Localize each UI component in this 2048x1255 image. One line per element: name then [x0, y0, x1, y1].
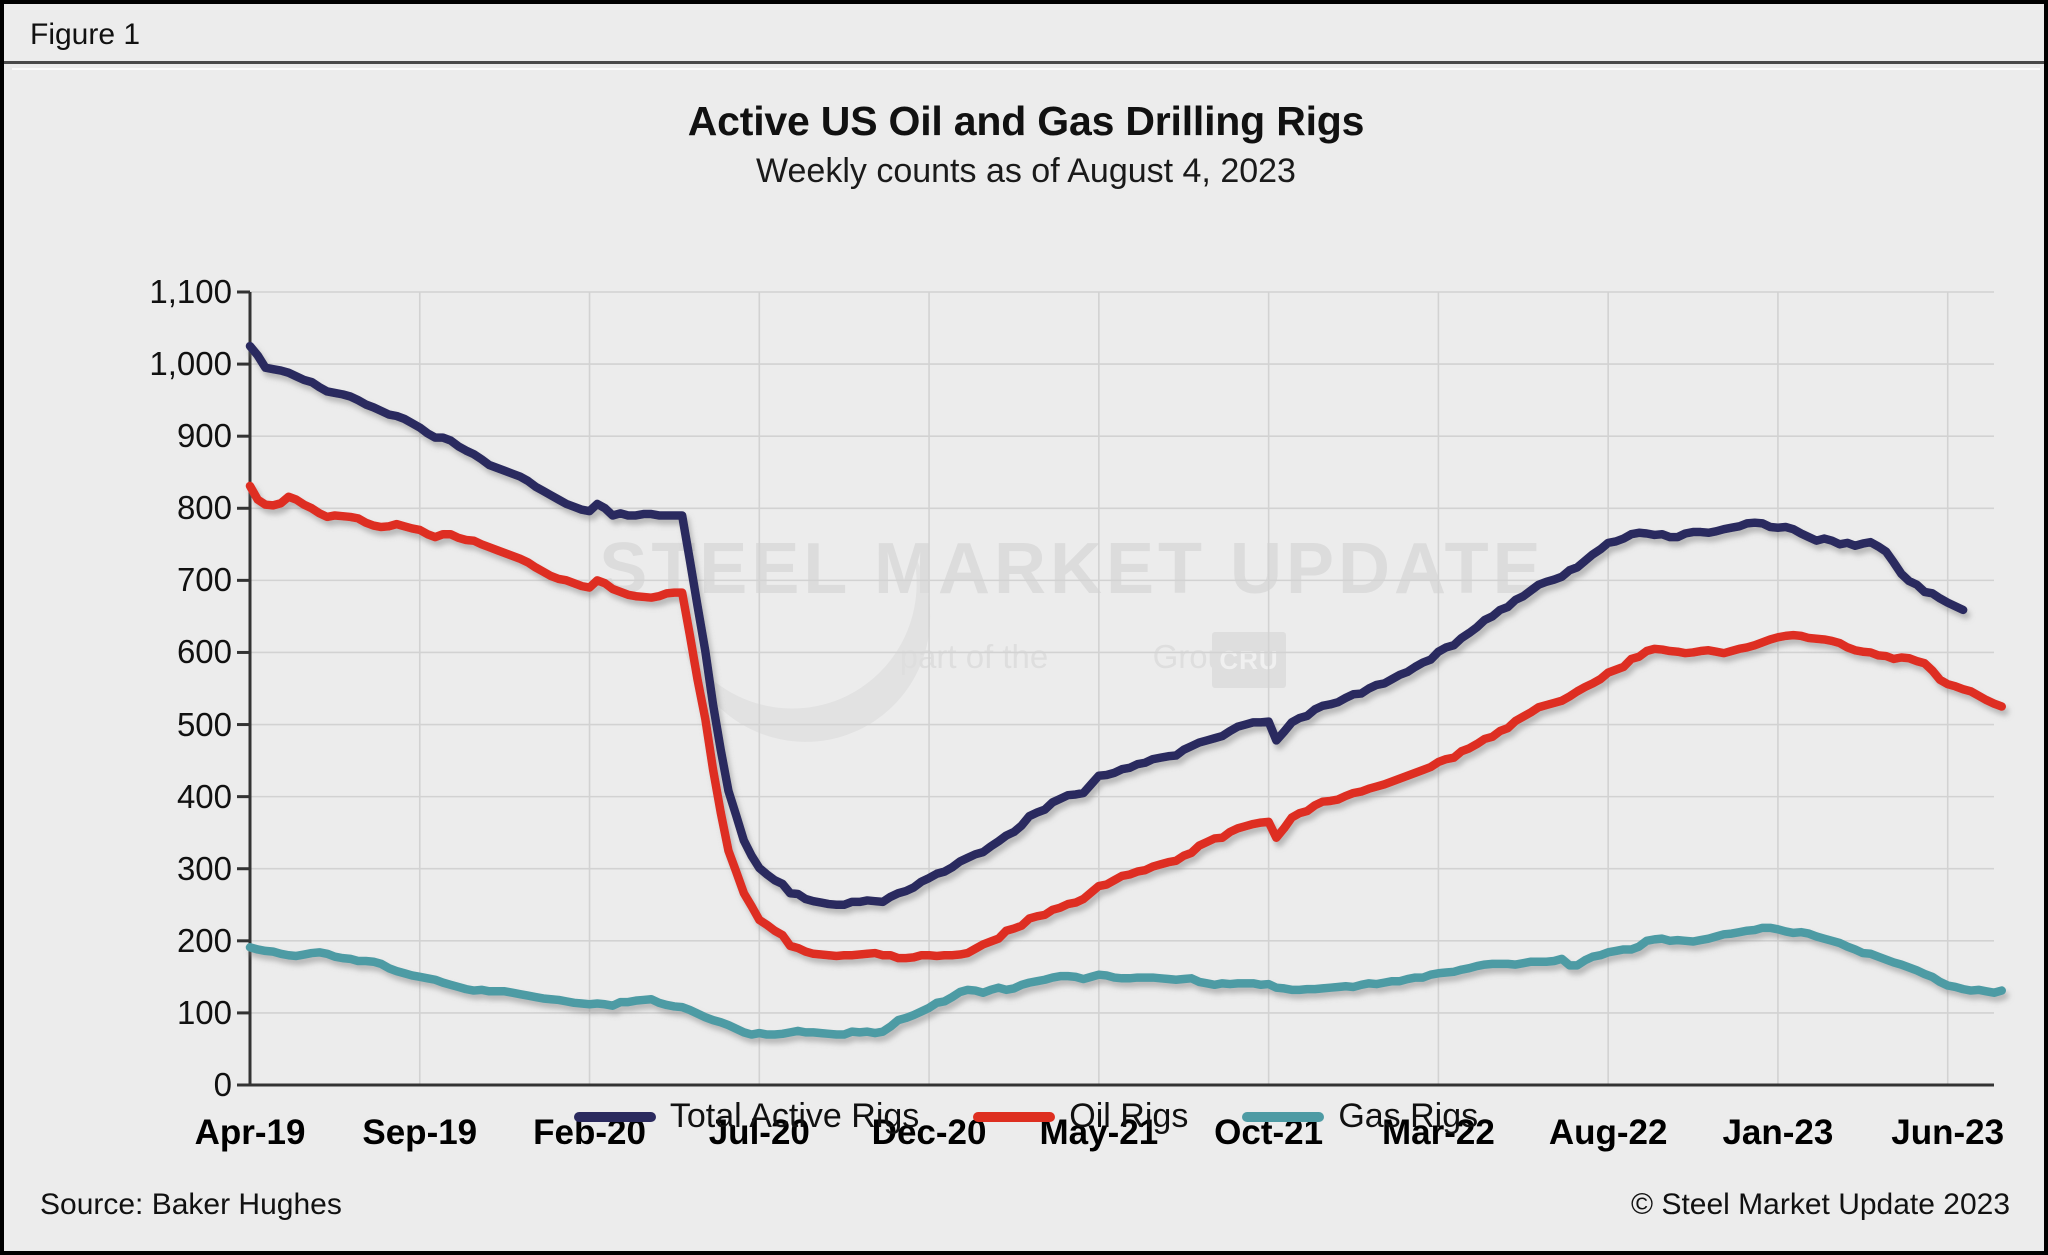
- legend-color-swatch: [973, 1111, 1056, 1122]
- y-axis-tick-label: 600: [176, 633, 232, 671]
- series-line-oil-rigs: [245, 481, 2006, 963]
- legend-item[interactable]: Oil Rigs: [973, 1097, 1188, 1136]
- chart-title: Active US Oil and Gas Drilling Rigs: [687, 98, 1365, 144]
- figure-caption-bar: Figure 1: [4, 8, 2044, 64]
- axes: [237, 290, 1994, 1087]
- x-axis-tick-label: Jan-23: [1722, 1113, 1834, 1152]
- x-axis-tick-label: Jun-23: [1891, 1113, 2005, 1152]
- y-axis-tick-label: 400: [176, 777, 232, 815]
- x-axis-tick-label: Sep-19: [362, 1113, 478, 1152]
- series-line-total-active-rigs: [245, 341, 1968, 910]
- y-axis-tick-label: 800: [176, 489, 232, 527]
- x-axis-tick-label: Jul-20: [708, 1113, 810, 1152]
- gridlines: [250, 291, 1994, 1085]
- series-line-gas-rigs: [245, 923, 2006, 1039]
- legend-label: Gas Rigs: [1338, 1097, 1479, 1135]
- legend-color-swatch: [1242, 1111, 1325, 1122]
- x-axis-tick-label: Mar-22: [1381, 1113, 1495, 1152]
- y-axis-tick-label: 0: [213, 1066, 232, 1103]
- legend-label: Oil Rigs: [1069, 1097, 1189, 1135]
- y-axis-tick-label: 1,000: [149, 345, 232, 383]
- y-axis-tick-label: 300: [176, 849, 232, 887]
- x-axis-tick-label: Dec-20: [871, 1113, 987, 1152]
- chart-subtitle: Weekly counts as of August 4, 2023: [756, 152, 1296, 190]
- legend-label: Total Active Rigs: [669, 1097, 920, 1135]
- chart-legend: Total Active Rigs Oil Rigs Gas Rigs: [12, 1097, 2040, 1136]
- y-axis-tick-label: 700: [176, 561, 232, 599]
- y-axis-tick-label: 900: [176, 417, 232, 455]
- y-axis-tick-label: 200: [176, 921, 232, 959]
- legend-color-swatch: [573, 1111, 656, 1122]
- y-axis-tick-label: 1,100: [149, 273, 232, 310]
- x-axis-tick-label: Apr-19: [194, 1113, 306, 1152]
- plot-area: 1,100 1,000 900 800 700 600 500 400 300 200 100 0 A…: [12, 70, 2040, 1250]
- chart-svg: [237, 290, 2006, 1087]
- chart-panel: Active US Oil and Gas Drilling Rigs Week…: [12, 68, 2040, 1248]
- legend-item[interactable]: Gas Rigs: [1242, 1097, 1478, 1136]
- legend-item[interactable]: Total Active Rigs: [573, 1097, 920, 1136]
- copyright-note: © Steel Market Update 2023: [1631, 1188, 2010, 1221]
- y-axis-tick-label: 100: [176, 993, 232, 1031]
- series-lines: [245, 341, 2006, 1039]
- x-axis-tick-label: May-21: [1039, 1113, 1159, 1152]
- figure-caption: Figure 1: [30, 17, 141, 51]
- source-note: Source: Baker Hughes: [40, 1188, 342, 1221]
- y-axis-tick-label: 500: [176, 705, 232, 743]
- x-axis-tick-label: Aug-22: [1548, 1113, 1668, 1152]
